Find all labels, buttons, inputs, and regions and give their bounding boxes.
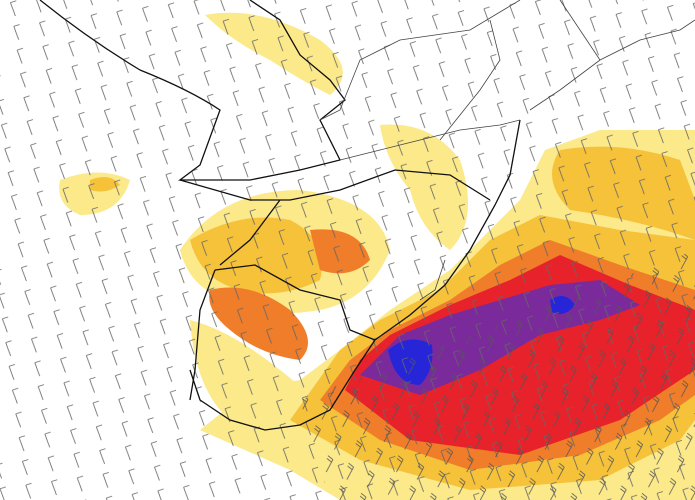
- country-borders: [39, 0, 521, 431]
- state-borders: [319, 0, 695, 301]
- wind-barbs-strong: [300, 250, 695, 500]
